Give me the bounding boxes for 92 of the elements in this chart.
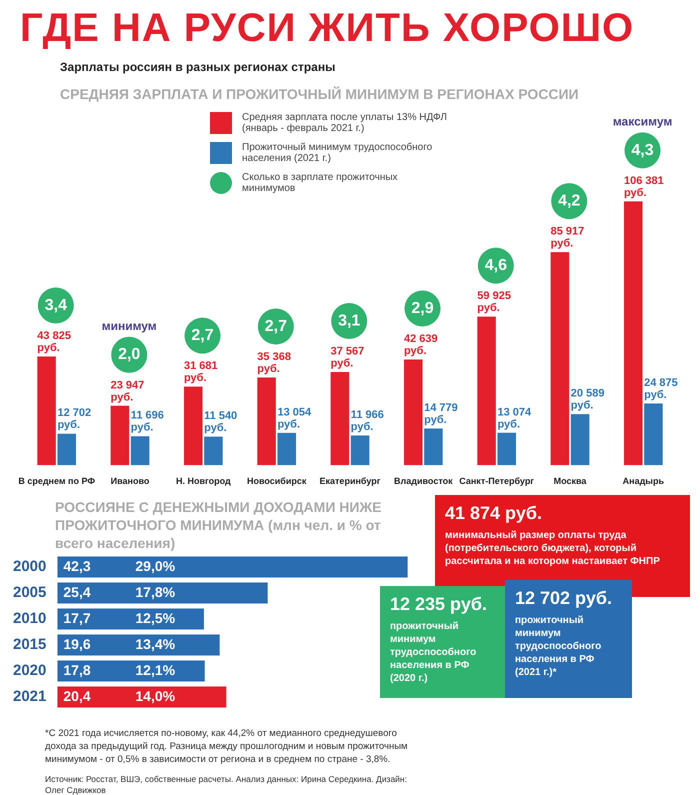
data-label: 13 074 руб. (497, 406, 532, 430)
text: 4,3 (631, 142, 654, 159)
bar (644, 404, 663, 466)
legend-label: Средняя зарплата после уплаты 13% НДФЛ (январь - февраль 2021 г.) (242, 112, 448, 134)
bar (424, 428, 443, 466)
text: 41 874 руб. (445, 503, 543, 524)
x-tick-label: В среднем по РФ (18, 476, 96, 486)
text: минимальный размер оплаты труда (потребительского бюджета), который рассчитала и на котором настаивает ФНПР (445, 529, 661, 568)
text: Сколько в зарплате прожиточных минимумов (242, 172, 399, 194)
text: Источник: Росстат, ВШЭ, собственные расчеты. Анализ данных: Ирина Середкина. Дизайн: Олег Сдвижков (45, 774, 408, 795)
data-label: 85 917 руб. (550, 226, 584, 250)
data-label: 23 947 руб. (110, 379, 144, 404)
annotation: 2,9 (411, 300, 434, 317)
bar (110, 406, 130, 466)
bar (57, 434, 76, 466)
y-tick-label: 2010 (12, 610, 46, 628)
data-label: 14 779 руб. (424, 402, 458, 426)
annotation: 14,0% (135, 688, 176, 704)
annotation: 3,4 (44, 296, 68, 314)
bar (57, 686, 226, 708)
bar (204, 436, 223, 466)
data-label: 19,6 (63, 636, 91, 652)
y-tick-label: 2000 (12, 558, 46, 576)
annotation: 2,7 (191, 327, 214, 344)
bar (57, 582, 268, 604)
data-label: 11 540 руб. (204, 410, 238, 434)
bar (330, 372, 350, 466)
data-label: 11 696 руб. (130, 410, 164, 434)
data-label: 43 825 руб. (37, 330, 71, 354)
x-tick-label: Москва (554, 476, 588, 486)
data-label: 12 702 руб. (57, 407, 92, 432)
bar (37, 356, 56, 466)
bar (404, 359, 423, 466)
data-label: 59 925 руб. (477, 290, 511, 314)
annotation: 17,8% (135, 584, 176, 600)
bar (477, 316, 496, 466)
data-label: 11 966 руб. (350, 409, 384, 434)
annotation: 2,0 (118, 346, 140, 364)
chart-title: РОССИЯНЕ С ДЕНЕЖНЫМИ ДОХОДАМИ НИЖЕ ПРОЖИТОЧНОГО МИНИМУМА (млн чел. и % от всего населения) (55, 498, 382, 553)
y-tick-label: 2005 (12, 584, 46, 602)
text: максимум (612, 114, 672, 129)
data-label: 42,3 (63, 558, 91, 574)
bar (57, 556, 408, 578)
text: СРЕДНЯЯ ЗАРПЛАТА И ПРОЖИТОЧНЫЙ МИНИМУМ В РЕГИОНАХ РОССИИ (60, 86, 579, 102)
annotation: 12,5% (135, 610, 176, 626)
x-tick-label: Анадырь (622, 476, 664, 486)
data-label: 20 589 руб. (570, 388, 604, 412)
annotation: 13,4% (135, 636, 176, 652)
bar (277, 432, 296, 466)
data-label: 31 681 руб. (184, 360, 218, 384)
annotation: 12,1% (135, 662, 176, 678)
y-tick-label: 2020 (12, 662, 46, 680)
data-label: 35 368 руб. (257, 351, 291, 376)
x-tick-label: Владивосток (394, 476, 454, 486)
annotation: 4,2 (558, 192, 580, 210)
bar (624, 201, 643, 466)
bar (184, 386, 203, 466)
data-label: 17,8 (63, 662, 91, 678)
annotation: прожиточный минимум трудоспособного населения в РФ (2020 г.) (390, 620, 478, 685)
bar (497, 432, 516, 466)
legend-label: Прожиточный минимум трудоспособного населения (2021 г.) (242, 142, 434, 164)
data-label: 13 054 руб. (277, 406, 312, 430)
bar (550, 252, 570, 466)
x-tick-label: Н. Новгород (176, 476, 231, 486)
text: 12 702 руб. (515, 588, 613, 609)
y-tick-label: 2015 (12, 636, 46, 654)
annotation: 12 235 руб. (390, 594, 488, 615)
annotation: минимум (102, 319, 157, 334)
data-label: 25,4 (63, 584, 91, 600)
bar (570, 414, 590, 466)
bar (130, 436, 150, 466)
data-label: 106 381 руб. (624, 174, 664, 199)
data-label: 24 875 руб. (644, 377, 678, 402)
text: прожиточный минимум трудоспособного населения в РФ (2021 г.)* (515, 614, 602, 679)
annotation: 3,1 (338, 312, 360, 330)
x-tick-label: Екатеринбург (320, 476, 381, 486)
data-label: 42 639 руб. (404, 332, 438, 357)
chart-subtitle: Зарплаты россиян в разных регионах страны (60, 60, 336, 74)
x-tick-label: Новосибирск (246, 476, 307, 486)
text: *С 2021 года исчисляется по-новому, как 44,2% от медианного среднедушевого дохода за предыдущий год. Разница между прошлогодним и новым прожиточным минимумом - от 0,5% в зависимости от региона и в среднем по стране - 3,8%. (45, 728, 409, 766)
x-tick-label: Иваново (110, 476, 150, 486)
x-tick-label: Санкт-Петербург (459, 476, 534, 486)
bar (257, 377, 276, 466)
chart-title: ГДЕ НА РУСИ ЖИТЬ ХОРОШО (20, 6, 634, 51)
bar (350, 436, 370, 466)
data-label: 20,4 (63, 688, 91, 704)
data-label: 17,7 (63, 610, 91, 626)
data-label: 37 567 руб. (330, 346, 364, 370)
y-tick-label: 2021 (12, 688, 46, 706)
annotation: 2,7 (264, 318, 288, 335)
annotation: 4,6 (484, 256, 508, 274)
annotation: 29,0% (135, 558, 176, 574)
